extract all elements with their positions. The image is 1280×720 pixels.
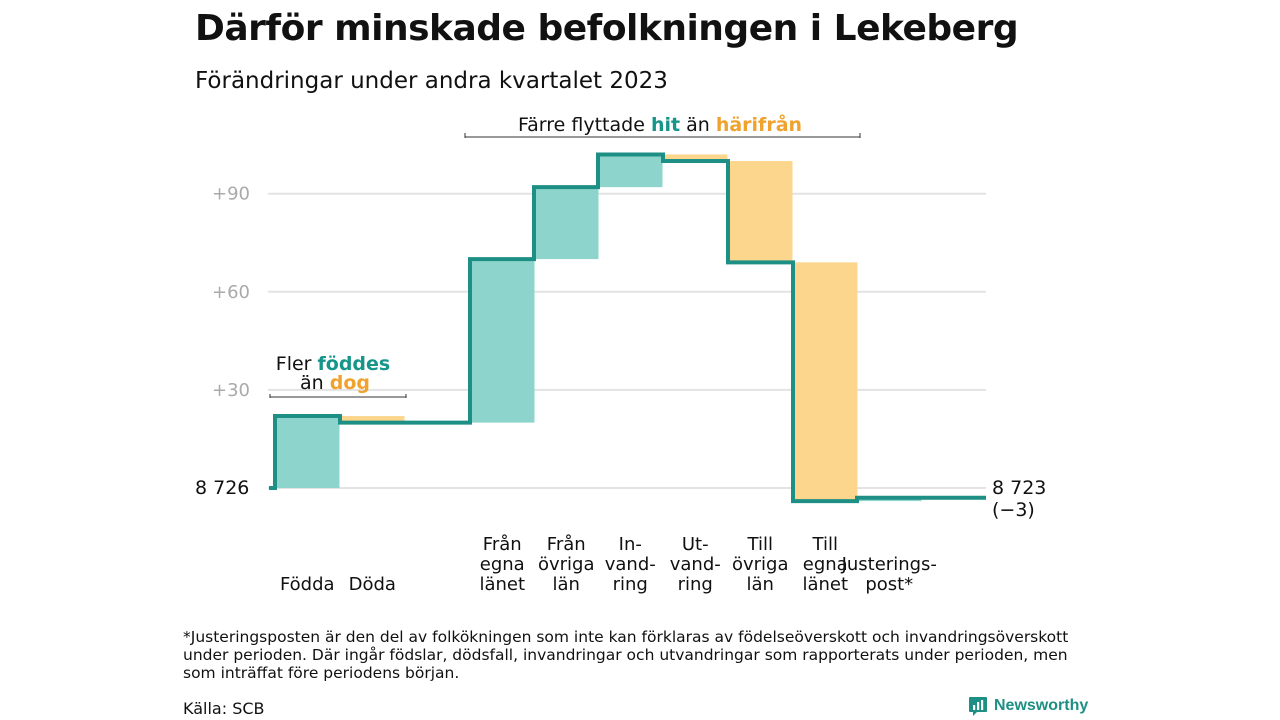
source-label: Källa: SCB bbox=[183, 699, 265, 718]
brand: Newsworthy bbox=[968, 695, 1088, 717]
category-label: ring bbox=[678, 574, 713, 595]
y-tick-label: +90 bbox=[212, 184, 250, 205]
bar bbox=[534, 187, 599, 260]
newsworthy-logo-icon bbox=[969, 697, 987, 716]
bar bbox=[728, 161, 793, 263]
category-label: egna bbox=[803, 554, 848, 575]
end-change-label: (−3) bbox=[992, 499, 1035, 521]
births-bracket bbox=[269, 394, 407, 398]
category-label: Till bbox=[747, 534, 773, 555]
category-label: övriga bbox=[538, 554, 595, 575]
step-lines bbox=[269, 152, 986, 504]
category-label: Födda bbox=[280, 574, 335, 595]
bars bbox=[275, 154, 922, 502]
category-labels: Födda DödaFrånegnalänetFrånövrigalänIn-va… bbox=[280, 534, 937, 595]
category-label: post* bbox=[865, 574, 913, 595]
migration-annotation: Färre flyttade hit än härifrån bbox=[518, 112, 802, 136]
category-label: Ut- bbox=[682, 534, 709, 555]
y-tick-label: +30 bbox=[212, 380, 250, 401]
category-label: vand- bbox=[670, 554, 721, 575]
chart-subtitle: Förändringar under andra kvartalet 2023 bbox=[195, 68, 668, 94]
category-label: län bbox=[747, 574, 774, 595]
category-label: övriga bbox=[732, 554, 789, 575]
category-label: ring bbox=[613, 574, 648, 595]
y-axis-ticks: +30 +60 +90 8 726 8 723(−3) bbox=[195, 184, 1046, 521]
category-label: Justerings- bbox=[841, 554, 937, 575]
bar bbox=[275, 416, 340, 488]
cumulative-line bbox=[269, 152, 986, 504]
category-label: län bbox=[553, 574, 580, 595]
births-annotation-line1: Fler föddes bbox=[276, 353, 390, 375]
category-label: In- bbox=[619, 534, 642, 555]
bar bbox=[340, 416, 405, 423]
end-value-label: 8 723 bbox=[992, 477, 1046, 499]
category-label: Döda bbox=[349, 574, 396, 595]
bar bbox=[663, 154, 728, 161]
migration-bracket bbox=[464, 133, 861, 138]
category-label: Från bbox=[547, 534, 586, 555]
category-label: vand- bbox=[605, 554, 656, 575]
category-label: länet bbox=[479, 574, 525, 595]
start-value-label: 8 726 bbox=[195, 477, 249, 499]
gridlines bbox=[268, 192, 986, 489]
category-label: länet bbox=[802, 574, 848, 595]
births-annotation-line2: än dog bbox=[300, 372, 370, 394]
bar bbox=[793, 262, 858, 502]
category-label: Till bbox=[812, 534, 838, 555]
y-tick-label: +60 bbox=[212, 282, 250, 303]
bar bbox=[470, 259, 535, 423]
brand-name: Newsworthy bbox=[994, 697, 1089, 714]
footnote: *Justeringsposten är den del av folkökni… bbox=[183, 628, 1069, 682]
category-label: egna bbox=[480, 554, 525, 575]
category-label: Från bbox=[483, 534, 522, 555]
chart-title: Därför minskade befolkningen i Lekeberg bbox=[195, 8, 1019, 49]
bar bbox=[598, 154, 663, 188]
waterfall-chart: +30+60+908 726 8 723(−3) Födda DödaFrånegn… bbox=[195, 112, 1046, 595]
